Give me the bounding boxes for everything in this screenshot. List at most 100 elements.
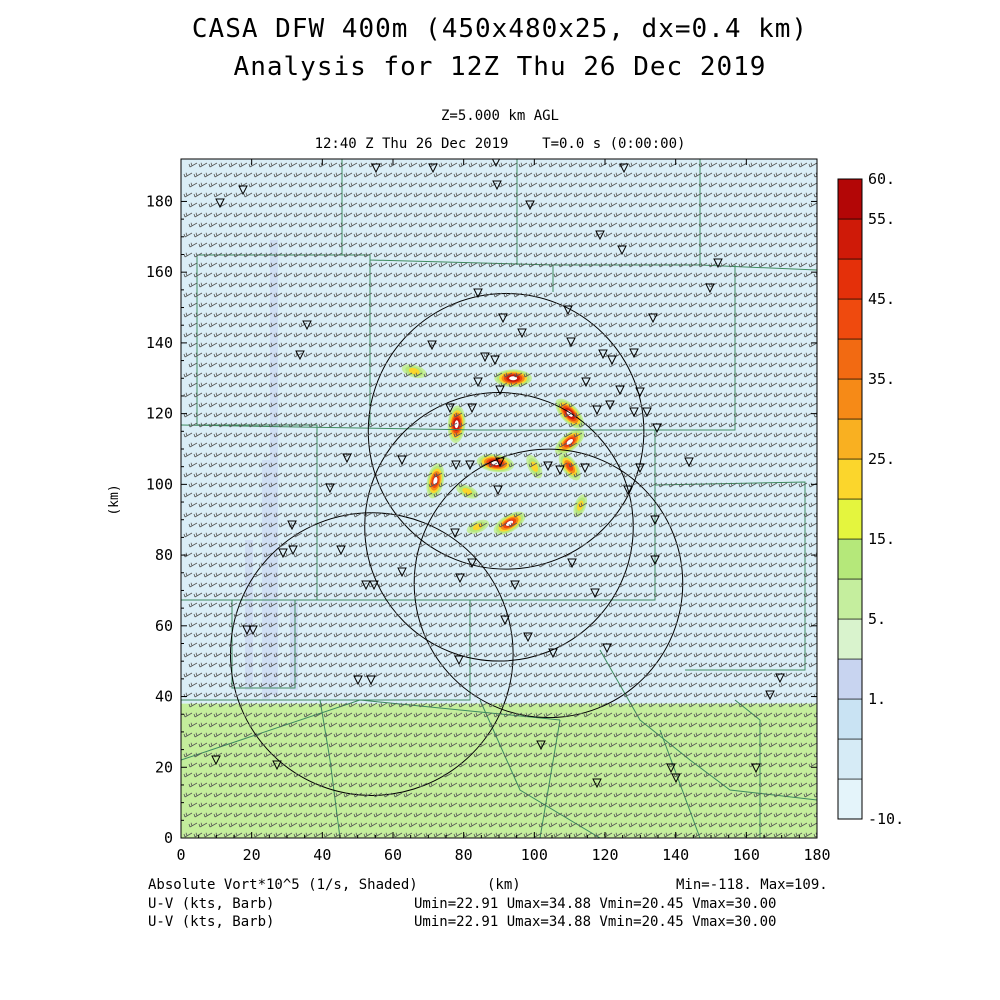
wind-barb <box>313 252 323 258</box>
wind-barb <box>788 202 798 208</box>
wind-barb <box>448 342 458 348</box>
wind-barb <box>358 222 368 228</box>
wind-barb <box>373 292 383 298</box>
wind-barb <box>253 312 263 318</box>
wind-barb <box>218 222 228 228</box>
wind-barb <box>363 312 373 318</box>
wind-barb <box>628 302 638 308</box>
wind-barb <box>503 272 513 278</box>
wind-barb <box>363 192 373 198</box>
wind-barb <box>223 192 233 198</box>
wind-barb <box>693 312 703 318</box>
wind-barb <box>743 292 753 298</box>
wind-barb <box>513 292 523 298</box>
wind-barb <box>608 322 618 328</box>
wind-barb <box>328 282 338 288</box>
wind-barb <box>668 242 678 248</box>
wind-barb <box>533 252 543 258</box>
wind-barb <box>283 232 293 238</box>
wind-barb <box>553 192 563 198</box>
wind-barb <box>533 232 543 238</box>
wind-barb <box>683 212 693 218</box>
wind-barb <box>633 272 643 278</box>
wind-barb <box>328 162 338 168</box>
wind-barb <box>753 212 763 218</box>
wind-barb <box>688 222 698 228</box>
wind-barb <box>743 312 753 318</box>
wind-barb <box>718 322 728 328</box>
colorbar-bin <box>837 218 863 260</box>
wind-barb <box>398 322 408 328</box>
wind-barb <box>558 222 568 228</box>
wind-barb <box>463 292 473 298</box>
wind-barb <box>628 322 638 328</box>
wind-barb <box>578 202 588 208</box>
wind-barb <box>438 322 448 328</box>
wind-barb <box>513 252 523 258</box>
wind-barb <box>388 322 398 328</box>
wind-barb <box>313 292 323 298</box>
wind-barb <box>573 272 583 278</box>
wind-barb <box>523 312 533 318</box>
wind-barb <box>443 192 453 198</box>
wind-barb <box>373 172 383 178</box>
wind-barb <box>548 262 558 268</box>
wind-barb <box>363 232 373 238</box>
wind-barb <box>638 282 648 288</box>
wind-barb <box>238 302 248 308</box>
wind-barb <box>603 172 613 178</box>
wind-barb <box>723 232 733 238</box>
wind-barb <box>508 222 518 228</box>
wind-barb <box>553 232 563 238</box>
wind-barb <box>498 342 508 348</box>
wind-barb <box>668 262 678 268</box>
wind-barb <box>738 222 748 228</box>
wind-barb <box>288 222 298 228</box>
wind-barb <box>713 232 723 238</box>
wind-barb <box>783 192 793 198</box>
wind-barb <box>598 322 608 328</box>
wind-barb <box>288 202 298 208</box>
wind-barb <box>328 202 338 208</box>
wind-barb <box>278 242 288 248</box>
wind-barb <box>408 322 418 328</box>
wind-barb <box>443 172 453 178</box>
wind-barb <box>273 232 283 238</box>
wind-barb <box>248 222 258 228</box>
wind-barb <box>488 322 498 328</box>
wind-barb <box>398 282 408 288</box>
wind-barb <box>423 312 433 318</box>
wind-barb <box>753 332 763 338</box>
wind-barb <box>653 172 663 178</box>
wind-barb <box>188 242 198 248</box>
wind-barb <box>553 292 563 298</box>
wind-barb <box>198 262 208 268</box>
background-region-north <box>181 159 817 704</box>
wind-barb <box>518 202 528 208</box>
wind-barb <box>558 342 568 348</box>
wind-barb <box>648 322 658 328</box>
wind-barb <box>328 322 338 328</box>
wind-barb <box>268 322 278 328</box>
wind-barb <box>298 242 308 248</box>
wind-barb <box>603 232 613 238</box>
wind-barb <box>808 322 817 328</box>
wind-barb <box>368 262 378 268</box>
wind-barb <box>263 192 273 198</box>
wind-barb <box>558 302 568 308</box>
wind-barb <box>493 252 503 258</box>
wind-barb <box>443 232 453 238</box>
wind-barb <box>573 192 583 198</box>
wind-barb <box>523 252 533 258</box>
wind-barb <box>613 212 623 218</box>
wind-barb <box>798 162 808 168</box>
wind-barb <box>208 202 218 208</box>
wind-barb <box>758 222 768 228</box>
wind-barb <box>448 202 458 208</box>
wind-barb <box>208 182 218 188</box>
wind-barb <box>248 182 258 188</box>
colorbar-bin <box>837 418 863 460</box>
vorticity-feature <box>476 453 515 473</box>
wind-barb <box>583 272 593 278</box>
wind-barb <box>678 222 688 228</box>
